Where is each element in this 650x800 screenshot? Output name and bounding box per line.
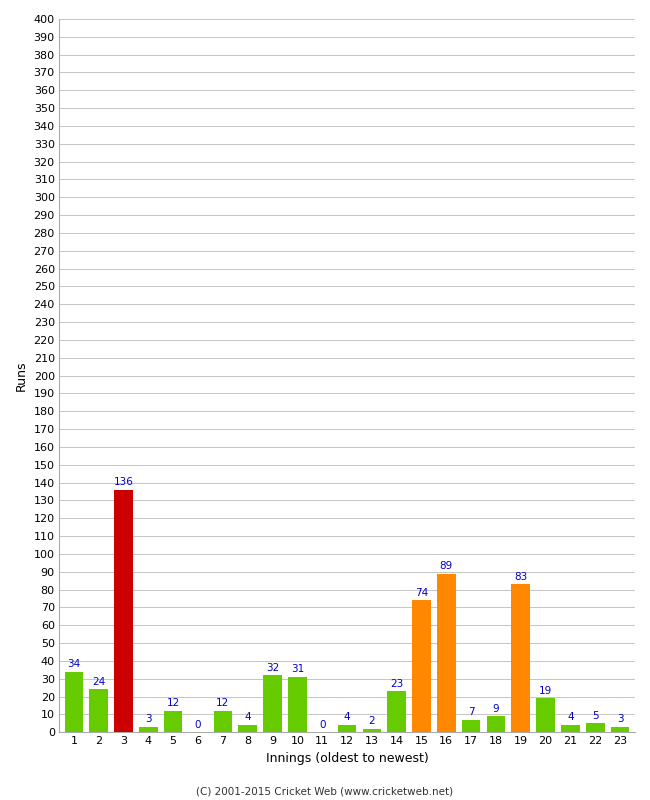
Text: 0: 0 <box>319 720 326 730</box>
Text: 4: 4 <box>244 713 251 722</box>
Text: 89: 89 <box>439 561 453 571</box>
Bar <box>114 490 133 732</box>
Text: 23: 23 <box>390 678 403 689</box>
Text: 31: 31 <box>291 664 304 674</box>
Text: 7: 7 <box>468 707 474 717</box>
Bar <box>586 723 604 732</box>
Bar <box>239 725 257 732</box>
Text: 12: 12 <box>166 698 180 708</box>
Bar <box>462 720 480 732</box>
Text: 3: 3 <box>617 714 623 724</box>
Text: 4: 4 <box>567 713 574 722</box>
Text: 32: 32 <box>266 662 279 673</box>
Bar <box>387 691 406 732</box>
Bar <box>487 716 505 732</box>
X-axis label: Innings (oldest to newest): Innings (oldest to newest) <box>266 752 428 765</box>
Bar <box>412 600 431 732</box>
Text: 12: 12 <box>216 698 229 708</box>
Text: 0: 0 <box>195 720 202 730</box>
Text: 74: 74 <box>415 588 428 598</box>
Bar <box>263 675 282 732</box>
Bar <box>363 729 381 732</box>
Bar <box>288 677 307 732</box>
Bar <box>214 711 232 732</box>
Bar <box>512 584 530 732</box>
Bar <box>164 711 183 732</box>
Bar <box>437 574 456 732</box>
Bar <box>90 690 108 732</box>
Text: 3: 3 <box>145 714 151 724</box>
Text: (C) 2001-2015 Cricket Web (www.cricketweb.net): (C) 2001-2015 Cricket Web (www.cricketwe… <box>196 786 454 796</box>
Bar <box>611 727 629 732</box>
Bar <box>338 725 356 732</box>
Text: 2: 2 <box>369 716 375 726</box>
Bar <box>536 698 555 732</box>
Text: 34: 34 <box>67 659 81 669</box>
Bar <box>64 672 83 732</box>
Bar <box>561 725 580 732</box>
Text: 24: 24 <box>92 677 105 687</box>
Text: 4: 4 <box>344 713 350 722</box>
Text: 9: 9 <box>493 703 499 714</box>
Text: 136: 136 <box>114 477 133 487</box>
Y-axis label: Runs: Runs <box>15 360 28 391</box>
Bar <box>139 727 158 732</box>
Text: 83: 83 <box>514 571 527 582</box>
Text: 5: 5 <box>592 710 599 721</box>
Text: 19: 19 <box>539 686 552 696</box>
